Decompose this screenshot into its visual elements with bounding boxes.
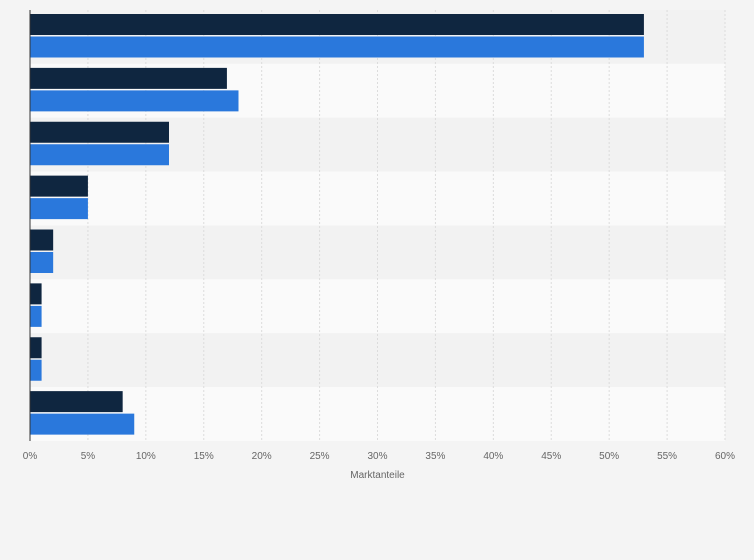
bar[interactable]: [30, 144, 169, 166]
bar[interactable]: [30, 175, 88, 197]
x-tick-label: 40%: [483, 451, 503, 462]
x-axis-title: Marktanteile: [350, 470, 405, 481]
x-axis-ticks: 0% 5% 10% 15% 20% 25% 30% 35% 40% 45% 50% 55% 60%: [23, 451, 735, 462]
x-tick-label: 45%: [541, 451, 561, 462]
bar[interactable]: [30, 36, 644, 58]
x-tick-label: 15%: [194, 451, 214, 462]
bar[interactable]: [30, 90, 239, 112]
x-tick-label: 60%: [715, 451, 735, 462]
bar[interactable]: [30, 283, 42, 305]
x-tick-label: 55%: [657, 451, 677, 462]
x-tick-label: 5%: [81, 451, 96, 462]
bar[interactable]: [30, 67, 227, 89]
x-tick-label: 50%: [599, 451, 619, 462]
bar[interactable]: [30, 229, 54, 251]
bar[interactable]: [30, 413, 135, 435]
bar[interactable]: [30, 252, 54, 273]
bars: [30, 14, 644, 435]
x-tick-label: 25%: [310, 451, 330, 462]
bar[interactable]: [30, 337, 42, 359]
x-tick-label: 20%: [252, 451, 272, 462]
x-tick-label: 30%: [367, 451, 387, 462]
bar[interactable]: [30, 14, 644, 35]
x-tick-label: 35%: [425, 451, 445, 462]
bar[interactable]: [30, 359, 42, 381]
bar[interactable]: [30, 391, 123, 413]
x-tick-label: 0%: [23, 451, 38, 462]
bar[interactable]: [30, 121, 169, 143]
x-tick-label: 10%: [136, 451, 156, 462]
bar[interactable]: [30, 198, 88, 220]
bar[interactable]: [30, 305, 42, 327]
